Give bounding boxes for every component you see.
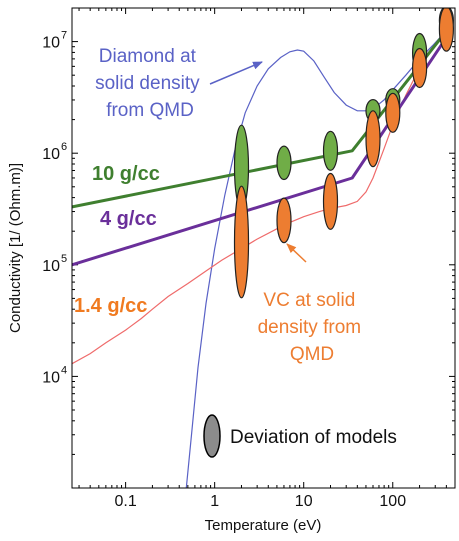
deviation-marker	[233, 185, 250, 299]
legend: Deviation of models	[203, 414, 397, 458]
label-4-gcc: 4 g/cc	[100, 208, 157, 230]
vc-label-line3: QMD	[290, 344, 334, 365]
deviation-marker	[438, 8, 454, 52]
series-line	[185, 23, 452, 488]
deviation-marker	[276, 145, 292, 181]
vc-label-line1: VC at solid	[263, 290, 355, 311]
vc-label-line2: density from	[258, 317, 361, 338]
legend-deviation-label: Deviation of models	[230, 427, 397, 448]
y-tick-exponent: 6	[61, 141, 67, 153]
vc-label: VC at solid density from QMD	[258, 290, 367, 365]
deviation-marker	[365, 110, 381, 168]
y-tick-label: 10	[42, 369, 60, 386]
y-tick-label: 10	[42, 35, 60, 52]
deviation-marker	[322, 130, 339, 171]
diamond-label-line3: from QMD	[106, 100, 194, 121]
vc-arrow	[286, 243, 307, 263]
y-tick-exponent: 4	[61, 364, 67, 376]
y-tick-label: 10	[42, 258, 60, 275]
x-tick-label: 10	[295, 493, 313, 510]
y-axis-title: Conductivity [1/ (Ohm.m)]	[7, 163, 24, 333]
x-tick-label: 0.1	[114, 493, 136, 510]
label-10-gcc: 10 g/cc	[92, 163, 160, 185]
label-1-4-gcc: 1.4 g/cc	[74, 295, 147, 317]
y-tick-exponent: 7	[61, 30, 67, 42]
x-tick-label: 100	[379, 493, 406, 510]
diamond-label: Diamond at solid density from QMD	[95, 46, 205, 121]
deviation-marker	[276, 197, 292, 244]
deviation-marker	[412, 47, 428, 89]
corner-fold	[433, 513, 459, 541]
x-tick-label: 1	[210, 493, 219, 510]
y-tick-exponent: 5	[61, 253, 67, 265]
plot-frame	[71, 7, 456, 489]
deviation-markers	[233, 8, 454, 299]
y-tick-label: 10	[42, 146, 60, 163]
diamond-arrow	[209, 61, 263, 85]
deviation-marker	[322, 172, 339, 230]
diamond-label-line2: solid density	[95, 73, 200, 94]
x-axis-title: Temperature (eV)	[205, 517, 322, 534]
deviation-marker	[385, 92, 401, 133]
diamond-label-line1: Diamond at	[99, 46, 197, 67]
legend-deviation-marker	[203, 414, 221, 458]
